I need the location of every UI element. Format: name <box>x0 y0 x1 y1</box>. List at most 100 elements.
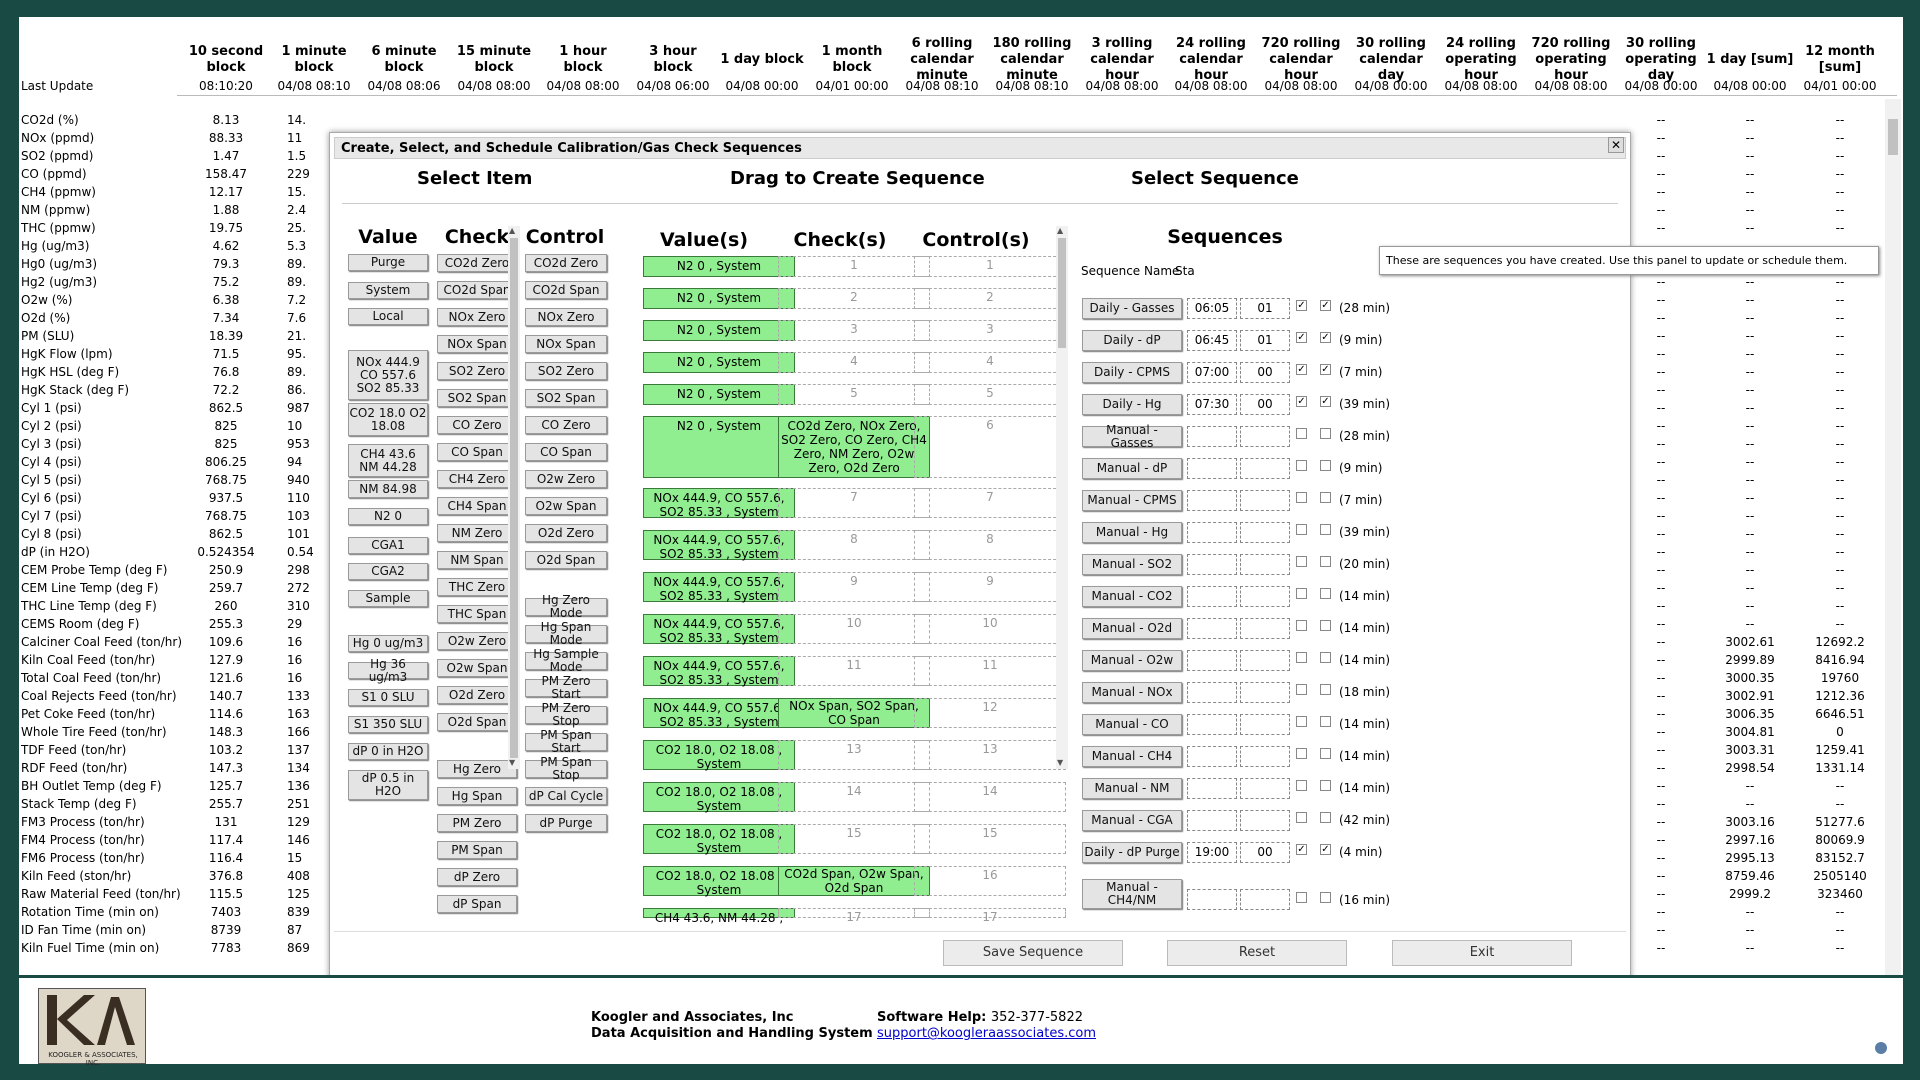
sequence-auto-checkbox[interactable] <box>1320 428 1331 439</box>
sequence-start-time[interactable]: 07:30 <box>1187 394 1237 415</box>
control-item[interactable]: SO2 Span <box>525 389 607 407</box>
check-item[interactable]: O2d Span <box>437 713 517 731</box>
control-item[interactable]: CO2d Zero <box>525 254 607 272</box>
check-item[interactable]: CO2d Zero <box>437 254 517 272</box>
step-check-slot[interactable]: 13 <box>778 740 930 770</box>
sequence-auto-checkbox[interactable]: ✓ <box>1320 364 1331 375</box>
value-item[interactable]: Purge <box>348 254 428 271</box>
sequence-start-time[interactable] <box>1187 522 1237 543</box>
sequence-button[interactable]: Daily - dP <box>1082 330 1182 351</box>
value-item[interactable]: N2 0 <box>348 508 428 525</box>
sequence-enable-checkbox[interactable] <box>1296 892 1307 903</box>
sequence-enable-checkbox[interactable] <box>1296 460 1307 471</box>
sequence-auto-checkbox[interactable] <box>1320 892 1331 903</box>
sequence-start-min[interactable] <box>1240 650 1290 671</box>
step-check-slot[interactable]: 11 <box>778 656 930 686</box>
value-item[interactable]: CGA2 <box>348 563 428 580</box>
item-scrollbar[interactable]: ▲ ▼ <box>508 226 520 769</box>
control-item[interactable]: SO2 Zero <box>525 362 607 380</box>
value-item[interactable]: Sample <box>348 590 428 607</box>
control-item[interactable]: O2d Zero <box>525 524 607 542</box>
control-item[interactable]: PM Span Start <box>525 729 607 755</box>
page-scrollbar[interactable] <box>1885 99 1901 975</box>
sequence-start-time[interactable] <box>1187 650 1237 671</box>
check-item[interactable]: CO Span <box>437 443 517 461</box>
value-item[interactable]: Hg 0 ug/m3 <box>348 635 428 652</box>
sequence-auto-checkbox[interactable] <box>1320 716 1331 727</box>
sequence-start-min[interactable] <box>1240 618 1290 639</box>
sequence-start-min[interactable] <box>1240 778 1290 799</box>
sequence-auto-checkbox[interactable] <box>1320 588 1331 599</box>
control-item[interactable]: NOx Zero <box>525 308 607 326</box>
check-item[interactable]: dP Span <box>437 895 517 913</box>
sequence-button[interactable]: Manual - CH4/NM <box>1082 879 1182 909</box>
value-item[interactable]: CH4 43.6 NM 44.28 <box>348 444 428 477</box>
control-item[interactable]: PM Span Stop <box>525 756 607 782</box>
check-item[interactable]: CO2d Span <box>437 281 517 299</box>
check-item[interactable]: SO2 Span <box>437 389 517 407</box>
sequence-enable-checkbox[interactable]: ✓ <box>1296 332 1307 343</box>
check-item[interactable]: CO Zero <box>437 416 517 434</box>
control-item[interactable]: O2d Span <box>525 551 607 569</box>
step-control-slot[interactable]: 15 <box>914 824 1066 854</box>
check-item[interactable]: SO2 Zero <box>437 362 517 380</box>
step-control-slot[interactable]: 4 <box>914 352 1066 373</box>
step-check-slot[interactable]: 15 <box>778 824 930 854</box>
sequence-enable-checkbox[interactable] <box>1296 620 1307 631</box>
sequence-auto-checkbox[interactable] <box>1320 556 1331 567</box>
sequence-enable-checkbox[interactable] <box>1296 524 1307 535</box>
sequence-button[interactable]: Manual - O2w <box>1082 650 1182 671</box>
step-check[interactable]: CO2d Zero, NOx Zero, SO2 Zero, CO Zero, … <box>778 416 930 478</box>
control-item[interactable]: Hg Sample Mode <box>525 648 607 674</box>
check-item[interactable]: O2w Zero <box>437 632 517 650</box>
reset-button[interactable]: Reset <box>1167 940 1347 966</box>
value-item[interactable]: System <box>348 282 428 299</box>
value-item[interactable]: Local <box>348 308 428 325</box>
sequence-enable-checkbox[interactable]: ✓ <box>1296 396 1307 407</box>
save-sequence-button[interactable]: Save Sequence <box>943 940 1123 966</box>
check-item[interactable]: O2w Span <box>437 659 517 677</box>
sequence-button[interactable]: Manual - NM <box>1082 778 1182 799</box>
value-item[interactable]: CGA1 <box>348 537 428 554</box>
sequence-start-min[interactable] <box>1240 554 1290 575</box>
check-item[interactable]: CH4 Span <box>437 497 517 515</box>
control-item[interactable]: CO Span <box>525 443 607 461</box>
step-value[interactable]: NOx 444.9, CO 557.6, SO2 85.33 , System <box>643 698 795 729</box>
sequence-auto-checkbox[interactable]: ✓ <box>1320 332 1331 343</box>
sequence-button[interactable]: Manual - CGA <box>1082 810 1182 831</box>
control-item[interactable]: dP Purge <box>525 814 607 832</box>
check-item[interactable]: CH4 Zero <box>437 470 517 488</box>
sequence-button[interactable]: Daily - Hg <box>1082 394 1182 415</box>
sequence-start-min[interactable] <box>1240 714 1290 735</box>
step-value[interactable]: CH4 43.6, NM 44.28 , <box>643 908 795 925</box>
step-check[interactable]: CO2d Span, O2w Span, O2d Span <box>778 866 930 896</box>
step-value[interactable]: NOx 444.9, CO 557.6, SO2 85.33 , System <box>643 572 795 603</box>
sequence-auto-checkbox[interactable] <box>1320 620 1331 631</box>
close-icon[interactable]: ✕ <box>1608 137 1624 153</box>
control-item[interactable]: dP Cal Cycle <box>525 787 607 805</box>
support-email-link[interactable]: support@koogleraassociates.com <box>877 1026 1097 1041</box>
sequence-button[interactable]: Manual - CO <box>1082 714 1182 735</box>
step-value[interactable]: CO2 18.0, O2 18.08 , System <box>643 740 795 771</box>
sequence-start-min[interactable] <box>1240 426 1290 447</box>
sequence-enable-checkbox[interactable] <box>1296 812 1307 823</box>
sequence-enable-checkbox[interactable]: ✓ <box>1296 364 1307 375</box>
step-value[interactable]: NOx 444.9, CO 557.6, SO2 85.33 , System <box>643 656 795 687</box>
check-item[interactable]: THC Span <box>437 605 517 623</box>
check-item[interactable]: THC Zero <box>437 578 517 596</box>
sequence-enable-checkbox[interactable]: ✓ <box>1296 844 1307 855</box>
step-value[interactable]: N2 0 , System <box>643 416 795 478</box>
sequence-enable-checkbox[interactable] <box>1296 492 1307 503</box>
step-control-slot[interactable]: 12 <box>914 698 1066 728</box>
exit-button[interactable]: Exit <box>1392 940 1572 966</box>
sequence-start-time[interactable] <box>1187 586 1237 607</box>
sequence-start-min[interactable]: 00 <box>1240 394 1290 415</box>
sequence-button[interactable]: Manual - O2d <box>1082 618 1182 639</box>
scrollbar-thumb[interactable] <box>1888 119 1898 155</box>
check-item[interactable]: NOx Zero <box>437 308 517 326</box>
sequence-start-min[interactable]: 00 <box>1240 842 1290 863</box>
sequence-auto-checkbox[interactable]: ✓ <box>1320 844 1331 855</box>
step-control-slot[interactable]: 7 <box>914 488 1066 518</box>
check-item[interactable]: NM Span <box>437 551 517 569</box>
sequence-start-time[interactable] <box>1187 810 1237 831</box>
